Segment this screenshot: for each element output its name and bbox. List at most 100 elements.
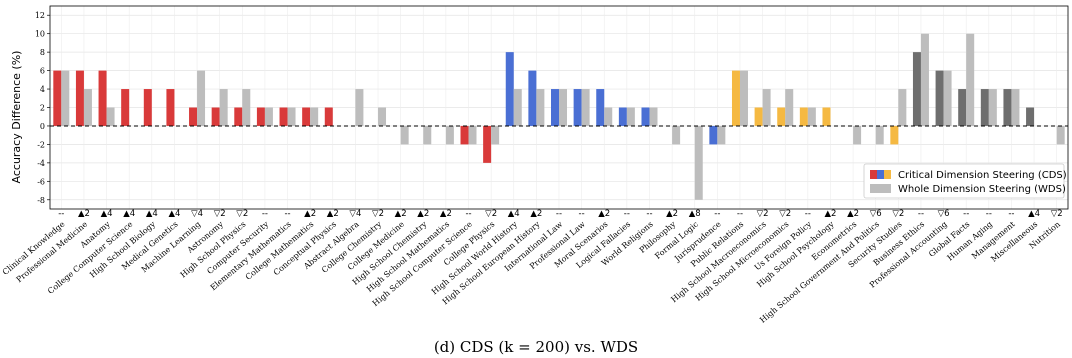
cds-bar [641,107,650,126]
rank-marker: -- [986,209,992,219]
y-tick-label: 12 [35,11,45,20]
wds-bar [581,89,590,126]
rank-marker: -- [646,209,652,219]
cds-bar [754,107,763,126]
cds-bar [302,107,311,126]
cds-bar [731,70,740,126]
rank-marker: ▲2 [327,209,339,219]
rank-marker: ▽2 [485,209,497,219]
wds-bar [966,33,975,126]
rank-marker: -- [465,209,471,219]
cds-bar [890,125,899,145]
y-tick-label: 0 [40,122,45,131]
wds-bar [559,89,567,126]
cds-bar [460,125,469,145]
cds-bar [143,89,152,126]
wds-bar [219,89,228,126]
wds-bar [61,70,70,126]
rank-marker: ▲2 [78,209,90,219]
rank-marker: -- [963,209,969,219]
y-axis-label: Accuracy Difference (%) [10,51,23,184]
wds-bar [988,89,997,126]
rank-marker: -- [714,209,720,219]
y-tick-label: -4 [37,159,45,168]
cds-bar [483,125,492,163]
rank-marker: ▲2 [666,209,678,219]
wds-bar [943,70,952,126]
wds-bar [1056,125,1065,145]
cds-bar [912,52,921,126]
rank-marker: ▽4 [191,209,203,219]
y-tick-label: -6 [37,177,45,186]
y-tick-label: 4 [40,85,45,94]
wds-bar [898,89,907,126]
legend-label-wds: Whole Dimension Steering (WDS) [898,184,1066,195]
cds-bar [1026,107,1035,126]
rank-marker: ▲4 [508,209,520,219]
cds-bar [618,107,627,126]
cds-bar [53,70,62,126]
legend-label-cds: Critical Dimension Steering (CDS) [898,170,1067,181]
cds-bar [98,70,107,126]
rank-marker: -- [1008,209,1014,219]
rank-marker: ▲2 [417,209,429,219]
rank-marker: -- [58,209,64,219]
cds-bar [121,89,130,126]
chart-caption: (d) CDS (k = 200) vs. WDS [434,338,638,356]
legend: Critical Dimension Steering (CDS) Whole D… [863,163,1067,199]
y-tick-label: -2 [37,140,45,149]
cds-bar [551,89,559,126]
wds-bar [739,70,748,126]
rank-marker: ▲2 [440,209,452,219]
y-tick-label: 2 [40,104,45,113]
wds-bar [1011,89,1020,126]
y-tick-label: 6 [40,67,45,76]
cds-bar [709,125,718,145]
rank-marker: ▽2 [236,209,248,219]
cds-bar [935,70,944,126]
wds-bar [400,125,409,145]
wds-bar [197,70,206,126]
rank-marker: -- [262,209,268,219]
wds-bar [378,107,387,126]
rank-marker: -- [918,209,924,219]
rank-marker: ▲4 [1028,209,1040,219]
rank-marker: ▽4 [349,209,361,219]
rank-marker: ▲2 [304,209,316,219]
y-tick-label: -8 [37,196,45,205]
wds-bar [423,125,432,145]
cds-bar [573,89,582,126]
legend-swatch-red [870,170,877,179]
wds-bar [672,125,681,145]
wds-bar [649,107,658,126]
cds-bar [980,89,989,126]
cds-bar [799,107,808,126]
wds-bar [717,125,726,145]
rank-markers: -- ▲2 ▲4 ▲4 ▲4 ▲4 ▽4 ▽2 ▽2 -- -- ▲2 ▲2 ▽4 ▽2 ▲2 ▲2 ▲2 -- ▽2… [58,209,1062,219]
y-tick-label: 10 [35,30,45,39]
wds-bar [694,125,703,200]
axes: -8 -6 -4 -2 0 2 4 6 8 10 12 [35,5,1069,210]
wds-bar [626,107,635,126]
y-tick-label: 8 [40,48,45,57]
legend-box [863,163,1065,199]
bars [53,33,1065,200]
wds-bar [491,125,500,145]
rank-marker: ▲4 [101,209,113,219]
rank-marker: -- [284,209,290,219]
rank-marker: -- [556,209,562,219]
cds-bar [189,107,198,126]
wds-bar [785,89,794,126]
cds-bar [279,107,288,126]
rank-marker: ▲2 [530,209,542,219]
rank-marker: ▲2 [598,209,610,219]
rank-marker: ▲4 [123,209,135,219]
rank-marker: ▽2 [757,209,769,219]
rank-marker: ▲4 [146,209,158,219]
rank-marker: -- [579,209,585,219]
wds-bar [920,33,929,126]
rank-marker: ▽2 [372,209,384,219]
wds-bar [853,125,862,145]
rank-marker: ▽2 [1051,209,1063,219]
